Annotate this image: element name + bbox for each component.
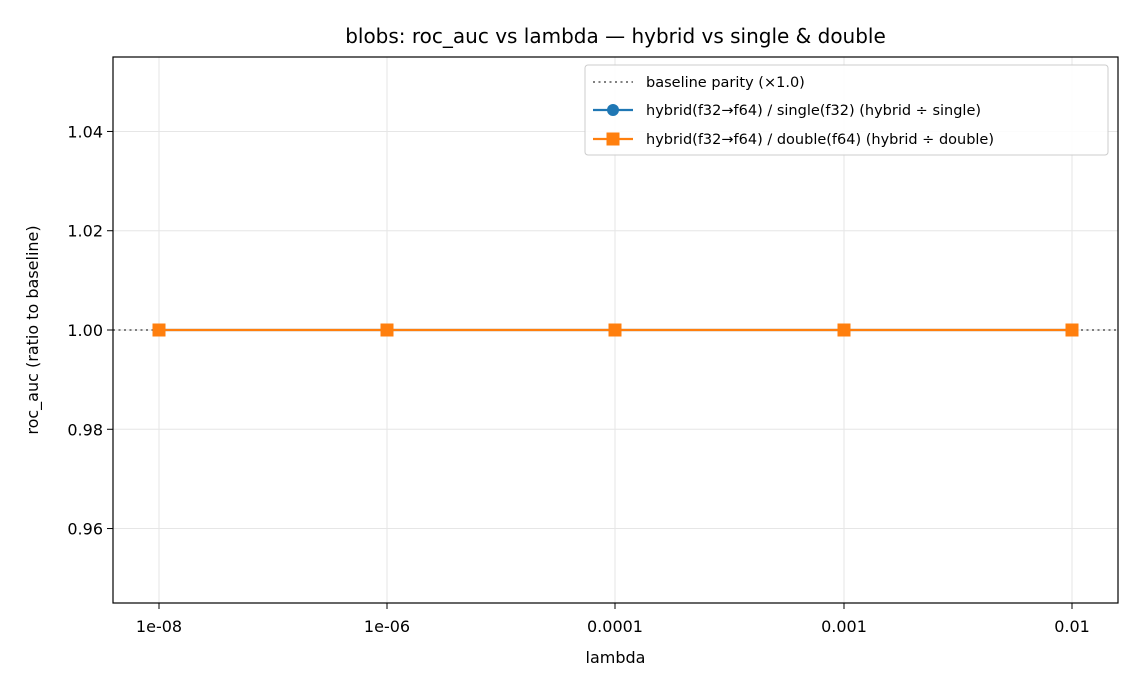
x-tick-label: 1e-06	[364, 617, 410, 636]
y-tick-label: 1.02	[67, 222, 103, 241]
y-axis: 0.96 0.98 1.00 1.02 1.04	[67, 122, 113, 539]
legend-box	[584, 64, 1109, 156]
series-2-point	[380, 323, 394, 337]
legend-item-3: hybrid(f32→f64) / double(f64) (hybrid ÷ …	[593, 132, 994, 148]
x-tick-label: 0.01	[1054, 617, 1090, 636]
legend: baseline parity (×1.0) hybrid(f32→f64) / …	[584, 64, 1109, 156]
legend-swatch-square-marker	[606, 132, 620, 146]
y-tick-label: 1.04	[67, 122, 103, 141]
x-axis: 1e-08 1e-06 0.0001 0.001 0.01	[136, 603, 1090, 636]
x-tick-label: 0.0001	[587, 617, 643, 636]
series-2-point	[1065, 323, 1079, 337]
series-2-point	[837, 323, 851, 337]
x-tick-label: 1e-08	[136, 617, 182, 636]
legend-label: baseline parity (×1.0)	[646, 75, 805, 91]
y-tick-label: 0.96	[67, 520, 103, 539]
y-axis-label: roc_auc (ratio to baseline)	[23, 225, 43, 434]
series-2-point	[608, 323, 622, 337]
legend-item-1: baseline parity (×1.0)	[593, 75, 805, 91]
legend-label: hybrid(f32→f64) / single(f32) (hybrid ÷ …	[646, 103, 981, 119]
legend-swatch-circle-marker	[607, 104, 619, 116]
y-tick-label: 1.00	[67, 321, 103, 340]
series-layer	[152, 323, 1079, 337]
x-tick-label: 0.001	[821, 617, 867, 636]
legend-item-2: hybrid(f32→f64) / single(f32) (hybrid ÷ …	[593, 103, 981, 119]
chart-title: blobs: roc_auc vs lambda — hybrid vs sin…	[345, 24, 886, 48]
legend-label: hybrid(f32→f64) / double(f64) (hybrid ÷ …	[646, 132, 994, 148]
y-tick-label: 0.98	[67, 420, 103, 439]
x-axis-label: lambda	[586, 648, 646, 667]
series-2-point	[152, 323, 166, 337]
